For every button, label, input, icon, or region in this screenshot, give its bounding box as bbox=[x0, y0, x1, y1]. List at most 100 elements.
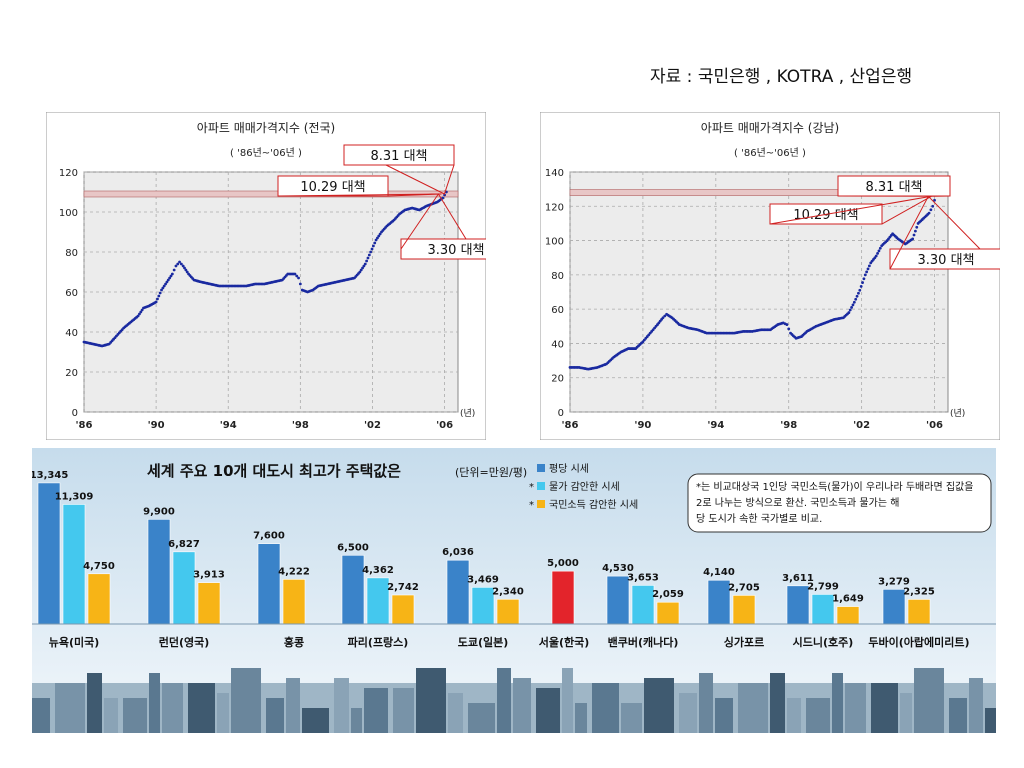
x-unit-label: (년) bbox=[460, 408, 475, 419]
y-tick-label: 100 bbox=[545, 237, 564, 248]
x-tick-label: '98 bbox=[780, 420, 797, 431]
skyline-building bbox=[334, 678, 349, 733]
bar-value-label: 2,340 bbox=[492, 586, 524, 597]
skyline-building bbox=[416, 668, 446, 733]
annotation-label: 10.29 대책 bbox=[300, 180, 365, 195]
data-point bbox=[140, 308, 144, 312]
skyline-building bbox=[715, 698, 733, 733]
y-tick-label: 80 bbox=[65, 248, 78, 259]
legend-swatch bbox=[537, 500, 545, 508]
skyline-building bbox=[679, 693, 697, 733]
bar-value-label: 11,309 bbox=[55, 491, 94, 502]
bar bbox=[631, 585, 655, 625]
y-tick-label: 140 bbox=[545, 168, 564, 179]
data-point bbox=[878, 246, 882, 250]
category-label: 홍콩 bbox=[284, 635, 304, 649]
skyline-building bbox=[832, 673, 843, 733]
skyline-building bbox=[513, 678, 531, 733]
data-point bbox=[847, 311, 851, 314]
y-tick-label: 0 bbox=[558, 408, 564, 419]
annotation-pointer bbox=[769, 195, 932, 225]
data-point bbox=[865, 270, 869, 274]
data-point bbox=[361, 266, 364, 270]
data-point bbox=[377, 234, 381, 238]
data-point bbox=[156, 297, 159, 301]
y-tick-label: 40 bbox=[551, 339, 564, 350]
bar bbox=[606, 575, 630, 625]
bar bbox=[282, 579, 306, 625]
data-point bbox=[913, 229, 917, 233]
bar-value-label: 13,345 bbox=[32, 470, 68, 481]
annotation-box bbox=[277, 175, 389, 197]
skyline-building bbox=[448, 693, 463, 733]
bar-chart-cities: 세계 주요 10개 대도시 최고가 주택값은 (단위=만원/평) 평당 시세 * 물가 … bbox=[30, 448, 1012, 733]
y-tick-label: 20 bbox=[65, 368, 78, 379]
bar bbox=[197, 582, 221, 625]
skyline-building bbox=[845, 683, 866, 733]
x-tick-label: '90 bbox=[634, 420, 651, 431]
data-point bbox=[181, 264, 185, 268]
data-point bbox=[183, 266, 186, 270]
data-point bbox=[848, 308, 852, 312]
bar-value-label: 1,649 bbox=[832, 594, 864, 605]
skyline-building bbox=[536, 688, 560, 733]
data-point bbox=[366, 256, 370, 260]
data-point bbox=[157, 294, 161, 298]
skyline-building bbox=[302, 708, 329, 733]
category-label: 파리(프랑스) bbox=[348, 635, 409, 649]
data-point bbox=[154, 300, 158, 304]
data-point bbox=[174, 264, 178, 268]
bar bbox=[147, 519, 171, 625]
data-point bbox=[164, 282, 167, 286]
bar bbox=[257, 543, 281, 625]
legend-swatch bbox=[537, 464, 545, 472]
bar bbox=[391, 594, 415, 625]
bar bbox=[366, 577, 390, 625]
line-chart-national-svg: 아파트 매매가격지수 (전국) ( '86년~'06년 ) 0 20 40 60 80 100… bbox=[45, 111, 512, 441]
data-point bbox=[176, 262, 180, 266]
bar-value-label: 2,742 bbox=[387, 582, 419, 593]
annotation-pointer bbox=[277, 193, 442, 197]
skyline-building bbox=[770, 673, 785, 733]
legend-marker: * bbox=[529, 482, 534, 493]
data-point bbox=[859, 285, 863, 288]
skyline-building bbox=[32, 698, 50, 733]
chart-subtitle: ( '86년~'06년 ) bbox=[230, 147, 302, 159]
data-point bbox=[370, 247, 374, 251]
data-point bbox=[178, 260, 181, 264]
data-point bbox=[136, 314, 140, 318]
bar-value-label: 6,827 bbox=[168, 539, 200, 550]
bar-value-label: 4,530 bbox=[602, 563, 634, 574]
y-tick-label: 60 bbox=[65, 288, 78, 299]
x-tick-label: '02 bbox=[853, 420, 870, 431]
bar bbox=[707, 579, 731, 625]
skyline-building bbox=[87, 673, 102, 733]
chart-title: 아파트 매매가격지수 (전국) bbox=[197, 121, 335, 135]
data-point bbox=[293, 272, 297, 276]
category-label: 도쿄(일본) bbox=[458, 635, 509, 649]
data-point bbox=[663, 314, 667, 318]
x-tick-label: '98 bbox=[292, 420, 309, 431]
data-point bbox=[927, 211, 931, 215]
annotation-label: 3.30 대책 bbox=[918, 253, 975, 268]
data-point bbox=[165, 280, 169, 284]
source-caption: 자료 : 국민은행 , KOTRA , 산업은행 bbox=[650, 67, 913, 87]
data-point bbox=[166, 278, 170, 282]
data-point bbox=[168, 276, 172, 280]
bar-value-label: 3,653 bbox=[627, 572, 659, 583]
skyline-building bbox=[149, 673, 160, 733]
legend-label: 국민소득 감안한 시세 bbox=[549, 499, 638, 511]
bar bbox=[907, 599, 931, 625]
data-point bbox=[862, 277, 866, 281]
bar bbox=[341, 554, 365, 625]
x-tick-label: '94 bbox=[220, 420, 237, 431]
skyline-building bbox=[123, 698, 147, 733]
bar-chart-unit: (단위=만원/평) bbox=[455, 466, 527, 479]
data-point bbox=[363, 262, 367, 266]
bar-value-label: 3,611 bbox=[782, 573, 814, 584]
data-point bbox=[661, 316, 665, 320]
annotation-pointer bbox=[889, 195, 981, 270]
skyline-building bbox=[949, 698, 967, 733]
data-point bbox=[877, 249, 881, 253]
data-point bbox=[861, 281, 864, 284]
